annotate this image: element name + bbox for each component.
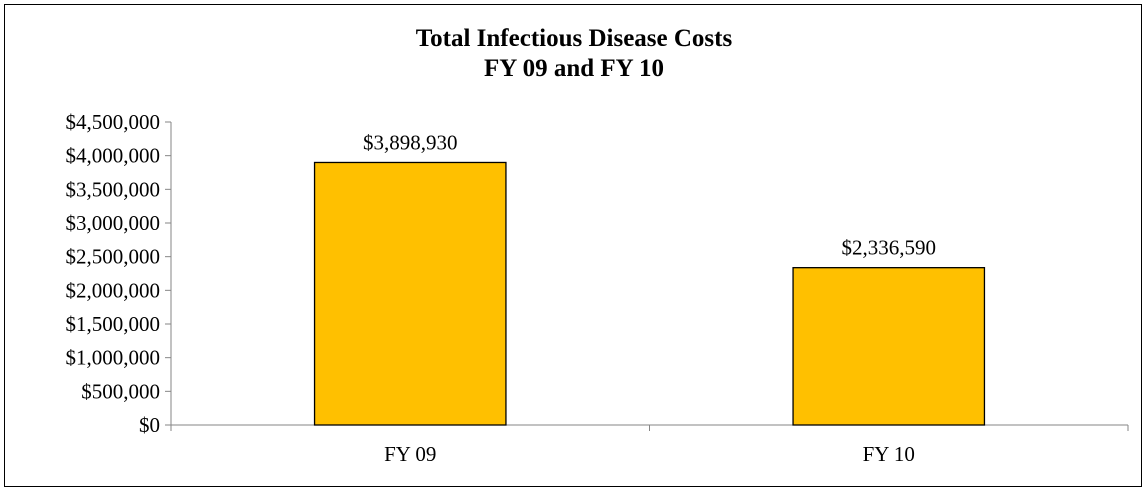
chart-title-line-2: FY 09 and FY 10 xyxy=(483,55,665,82)
y-tick-label: $2,500,000 xyxy=(66,245,161,269)
chart-title-line-1: Total Infectious Disease Costs xyxy=(415,25,733,52)
x-axis: FY 09 FY 10 xyxy=(170,424,1129,466)
data-label: $3,898,930 xyxy=(363,130,458,154)
data-labels: $3,898,930 $2,336,590 xyxy=(363,130,936,259)
y-tick-label: $0 xyxy=(139,413,160,437)
y-tick-label: $4,500,000 xyxy=(66,110,161,134)
bar xyxy=(313,161,507,426)
chart-title: Total Infectious Disease Costs FY 09 and… xyxy=(0,24,1148,84)
y-tick-label: $500,000 xyxy=(81,379,160,403)
x-tick-label: FY 10 xyxy=(863,442,915,466)
y-tick-label: $1,500,000 xyxy=(66,312,161,336)
data-label: $2,336,590 xyxy=(842,236,937,260)
y-tick-label: $3,000,000 xyxy=(66,211,161,235)
y-axis: $0 $500,000 $1,000,000 $1,500,000 $2,000,000… xyxy=(66,110,172,437)
x-tick-label: FY 09 xyxy=(384,442,436,466)
y-tick-label: $1,000,000 xyxy=(66,346,161,370)
y-tick-label: $4,000,000 xyxy=(66,144,161,168)
y-tick-label: $2,000,000 xyxy=(66,278,161,302)
bar xyxy=(792,267,986,426)
bars xyxy=(313,161,986,426)
y-tick-label: $3,500,000 xyxy=(66,177,161,201)
